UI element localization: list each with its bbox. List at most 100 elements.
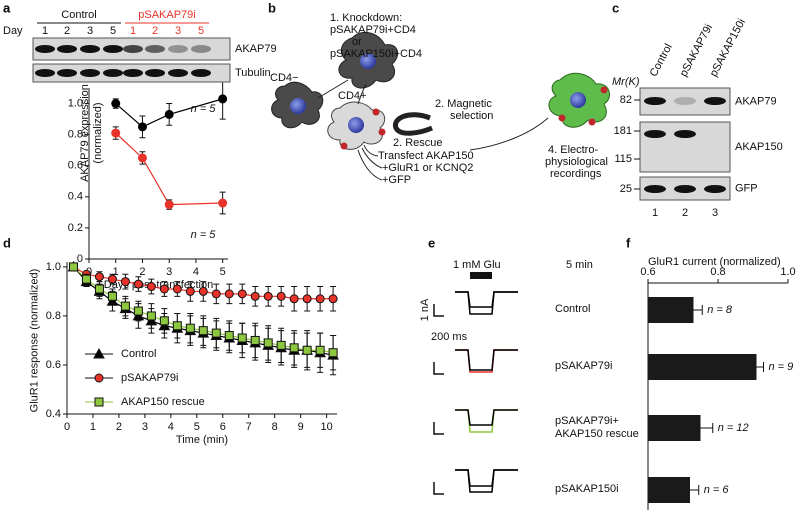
marker (121, 302, 129, 310)
y-axis-label: AKAP79 expression (normalized) (79, 53, 105, 213)
marker (95, 285, 103, 293)
bead (373, 109, 380, 116)
marker (69, 263, 77, 271)
nucleus (348, 117, 364, 133)
current-trace (455, 410, 518, 425)
marker (303, 295, 311, 303)
nucleus (290, 98, 306, 114)
diagram-label: 2. Rescue (393, 137, 443, 149)
y-axis-label: GluR1 response (normalized) (29, 261, 42, 421)
marker (199, 327, 207, 335)
y-tick-label: 0.8 (46, 310, 61, 322)
band (168, 45, 188, 53)
x-tick-label: 5 (194, 421, 200, 433)
y-tick-label: 0.2 (68, 222, 83, 234)
band (168, 69, 188, 77)
marker (225, 290, 233, 298)
day-number: 5 (110, 25, 116, 37)
x-tick-label: 4 (193, 266, 199, 278)
x-tick-label: 10 (320, 421, 332, 433)
annotation: n = 5 (191, 229, 217, 241)
day-label: Day (3, 25, 23, 37)
legend-label: AKAP150 rescue (121, 396, 205, 408)
band (80, 45, 100, 53)
marker (238, 334, 246, 342)
bead (589, 119, 596, 126)
arrow (470, 118, 548, 150)
marker (219, 199, 227, 207)
lane-number: 3 (712, 207, 718, 219)
marker (160, 317, 168, 325)
bead (341, 143, 348, 150)
marker (147, 312, 155, 320)
bar (648, 477, 690, 503)
band (191, 45, 211, 53)
diagram-label: CD4+ (338, 90, 366, 102)
current-trace (455, 350, 518, 370)
bar (648, 415, 701, 441)
error-bar (694, 305, 703, 315)
marker (199, 287, 207, 295)
band (674, 97, 696, 105)
panel-label: e (428, 235, 435, 250)
x-tick-label: 8 (272, 421, 278, 433)
day-number: 1 (130, 25, 136, 37)
band (674, 185, 696, 193)
day-number: 1 (42, 25, 48, 37)
marker (303, 346, 311, 354)
x-tick-label: 2 (116, 421, 122, 433)
annotation: n = 5 (191, 103, 217, 115)
diagram-label: or (352, 36, 362, 48)
marker (219, 95, 227, 103)
marker (173, 285, 181, 293)
legend-label: pSAKAP79i (121, 372, 178, 384)
scale-bar (434, 362, 444, 374)
marker (138, 154, 146, 162)
marker (186, 324, 194, 332)
marker (138, 123, 146, 131)
n-label: n = 8 (707, 304, 733, 316)
category-label: pSAKAP150i (555, 483, 643, 496)
bead (559, 115, 566, 122)
band (704, 185, 726, 193)
band (123, 45, 143, 53)
current-trace (455, 292, 518, 307)
marker (160, 285, 168, 293)
band (103, 45, 123, 53)
x-tick-label: 1 (90, 421, 96, 433)
marker (329, 295, 337, 303)
error-bar (690, 485, 699, 495)
y-tick-label: 0.4 (46, 408, 61, 420)
diagram-label: pSAKAP150i+CD4 (330, 48, 422, 60)
band (57, 45, 77, 53)
marker (290, 295, 298, 303)
nucleus (570, 92, 586, 108)
marker (212, 290, 220, 298)
marker (134, 307, 142, 315)
mw-marker: 25 (620, 183, 632, 195)
panel-label: f (626, 235, 631, 250)
blot-label: AKAP79 (235, 43, 277, 55)
blot-label: AKAP150 (735, 141, 783, 153)
time-label: 5 min (566, 259, 593, 271)
diagram-label: +GFP (382, 174, 411, 186)
day-number: 2 (152, 25, 158, 37)
n-label: n = 9 (769, 361, 794, 373)
marker (225, 332, 233, 340)
mw-marker: 115 (614, 153, 632, 165)
marker (147, 283, 155, 291)
marker (108, 292, 116, 300)
marker (121, 278, 129, 286)
marker (316, 346, 324, 354)
band (35, 45, 55, 53)
marker (108, 275, 116, 283)
diagram-label: 4. Electro- (548, 144, 598, 156)
y-tick-label: 1.0 (46, 261, 61, 273)
legend-marker (95, 374, 103, 382)
stimulus-bar (470, 272, 492, 279)
x-tick-label: 0.8 (710, 266, 725, 278)
marker (165, 201, 173, 209)
panel-label: d (3, 235, 11, 250)
marker (134, 280, 142, 288)
day-number: 5 (198, 25, 204, 37)
